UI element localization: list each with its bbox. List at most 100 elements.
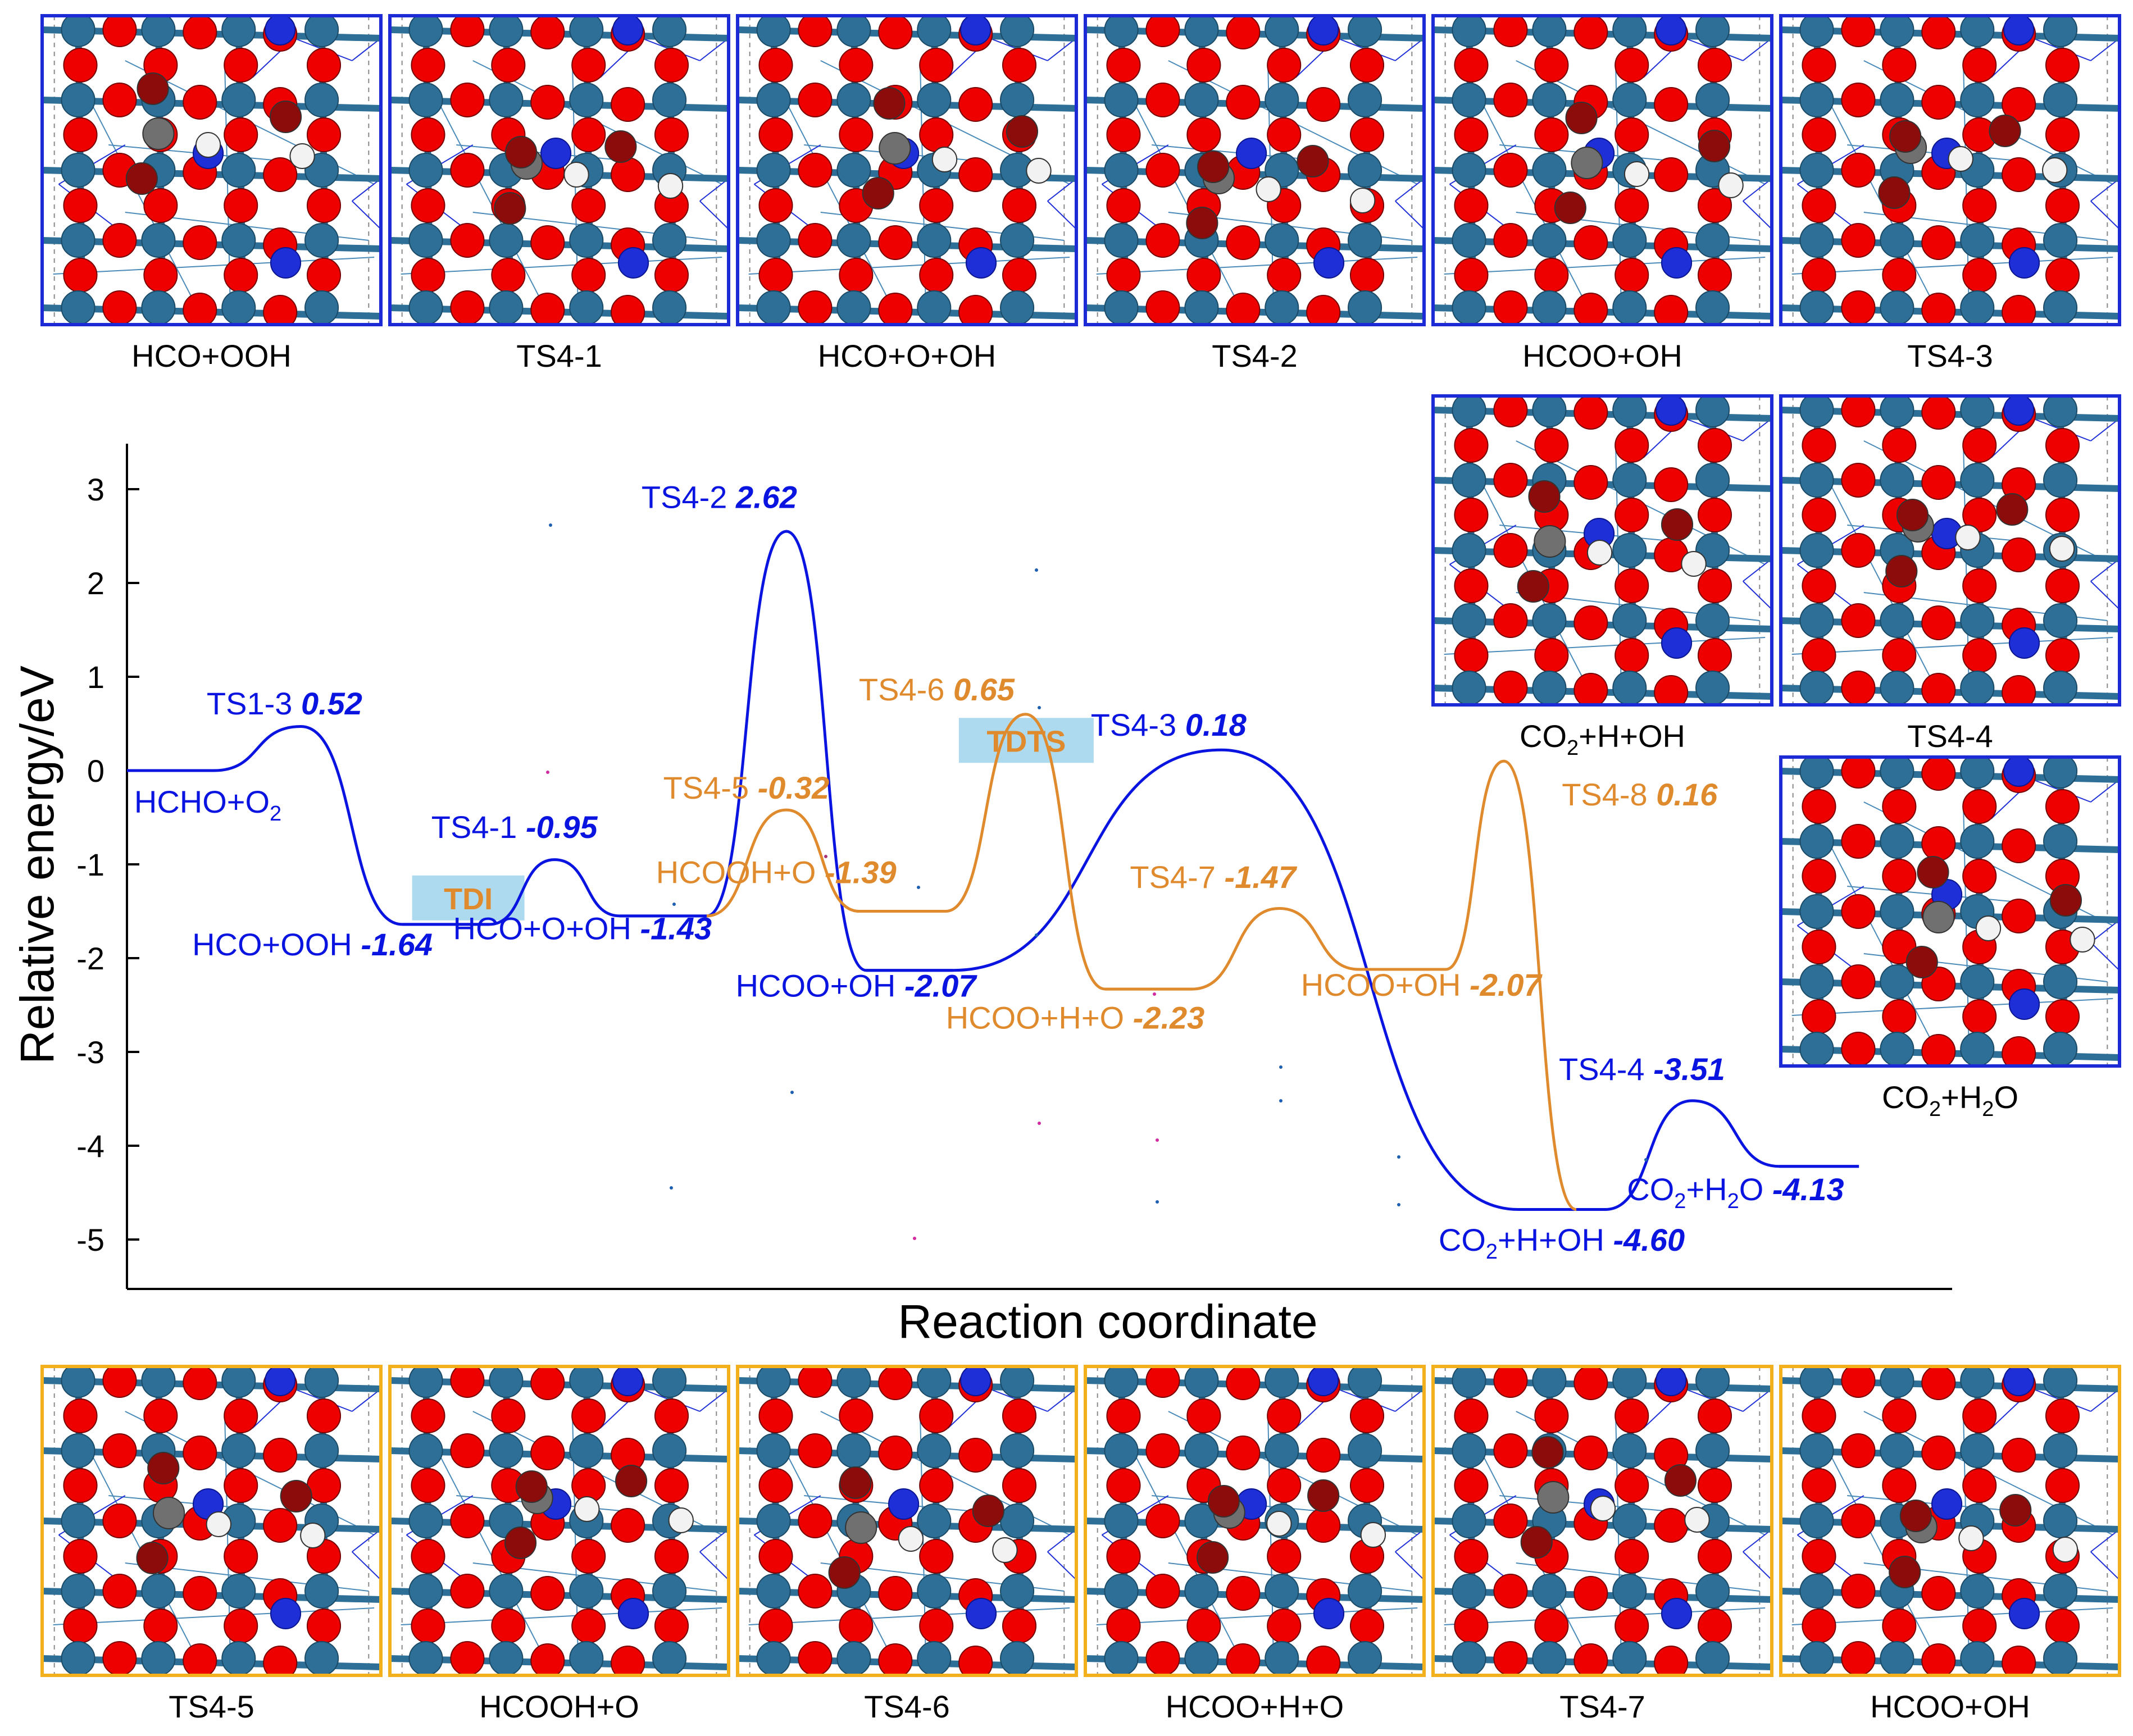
oxygen-atom (1186, 117, 1221, 152)
titanium-atom (569, 16, 604, 47)
structure-drawing (1781, 396, 2120, 705)
titanium-atom (489, 83, 524, 117)
structure-drawing (1781, 16, 2120, 325)
annotation-label: HCOO+OH -2.07 (736, 968, 978, 1003)
oxygen-atom (530, 1576, 565, 1611)
titanium-atom (1612, 1503, 1647, 1538)
hydrogen-atom (1718, 172, 1744, 198)
carbon-atom (1922, 901, 1955, 933)
titanium-atom (1960, 83, 1995, 117)
oxygen-atom (102, 1433, 137, 1468)
structure-drawing (390, 16, 729, 325)
oxygen-atom (919, 188, 954, 223)
titanium-atom (61, 1641, 95, 1675)
scatter-dots (546, 523, 1648, 1240)
titanium-atom (2043, 964, 2078, 999)
y-tick-label: 2 (87, 566, 104, 601)
titanium-atom (1695, 1366, 1730, 1398)
titanium-atom (1000, 1433, 1035, 1468)
oxygen-atom (1226, 225, 1261, 260)
adsorbed-oxygen-atom (269, 101, 302, 133)
oxygen-atom (1145, 1366, 1180, 1398)
oxygen-atom (1573, 293, 1608, 325)
titanium-atom (756, 1574, 791, 1609)
titanium-atom (1104, 290, 1139, 325)
oxygen-atom (1697, 1609, 1732, 1643)
oxygen-atom (102, 1366, 137, 1398)
lattice-line (776, 83, 893, 308)
titanium-atom (1452, 83, 1486, 117)
oxygen-atom (2002, 1438, 2036, 1473)
titanium-atom (408, 1574, 443, 1609)
annotation-label: TS4-2 2.62 (642, 479, 797, 514)
lattice-line (2090, 581, 2120, 610)
oxygen-atom (1841, 153, 1876, 188)
oxygen-atom (183, 225, 217, 260)
oxygen-atom (611, 295, 645, 325)
adsorbed-oxygen-atom (515, 1470, 548, 1503)
oxygen-atom (1454, 48, 1489, 83)
oxygen-atom (654, 258, 689, 293)
oxygen-atom (1841, 1641, 1876, 1675)
stray-dot (546, 771, 549, 774)
annotation-label: TS4-6 0.65 (859, 672, 1015, 707)
titanium-atom (1960, 603, 1995, 638)
titanium-atom (652, 223, 687, 258)
adsorbed-oxygen-atom (147, 1452, 180, 1484)
oxygen-atom (1921, 293, 1956, 325)
oxygen-atom (1882, 1468, 1917, 1503)
y-tick-label: -1 (76, 847, 104, 882)
oxygen-atom (1493, 1433, 1528, 1468)
oxygen-atom (1106, 188, 1141, 223)
titanium-atom (917, 1366, 952, 1398)
oxygen-atom (1614, 498, 1649, 532)
titanium-atom (1452, 533, 1486, 568)
adsorbed-oxygen-atom (1889, 120, 1922, 153)
titanium-atom (652, 1366, 687, 1398)
titanium-atom (489, 1366, 524, 1398)
stray-dot (790, 1091, 794, 1094)
oxygen-atom (183, 1576, 217, 1611)
oxygen-atom (919, 1609, 954, 1643)
stray-dot (824, 855, 827, 858)
oxygen-atom (798, 1503, 833, 1538)
oxygen-atom (530, 16, 565, 49)
oxygen-atom (491, 1398, 526, 1433)
oxygen-atom (1573, 1643, 1608, 1675)
titanium-atom (1880, 16, 1914, 47)
oxygen-atom (1106, 1398, 1141, 1433)
hydrogen-atom (206, 1511, 231, 1537)
oxygen-atom (798, 1641, 833, 1675)
titanium-atom (304, 223, 339, 258)
titanium-atom (2043, 757, 2078, 789)
titanium-atom (1104, 1366, 1139, 1398)
oxygen-atom (1493, 1641, 1528, 1675)
titanium-atom (61, 1574, 95, 1609)
nitrogen-atom (1661, 247, 1693, 279)
oxygen-atom (654, 48, 689, 83)
oxygen-atom (1226, 1436, 1261, 1470)
titanium-atom (1104, 153, 1139, 188)
titanium-atom (1612, 533, 1647, 568)
adsorbed-oxygen-atom (1917, 856, 1949, 888)
titanium-atom (1265, 83, 1299, 117)
structure-panel: TS4-1 (388, 14, 730, 373)
adsorbed-oxygen-atom (1531, 1436, 1564, 1469)
oxygen-atom (798, 1574, 833, 1609)
oxygen-atom (1493, 1366, 1528, 1398)
oxygen-atom (758, 48, 793, 83)
y-tick-label: -5 (76, 1222, 104, 1257)
lattice-line (1047, 201, 1076, 230)
stray-dot (672, 903, 676, 906)
oxygen-atom (1306, 1646, 1341, 1675)
nitrogen-atom (265, 16, 296, 45)
panel-label: TS4-3 (1907, 338, 1993, 373)
titanium-atom (1452, 603, 1486, 638)
oxygen-atom (1226, 293, 1261, 325)
oxygen-atom (411, 48, 445, 83)
hydrogen-atom (657, 173, 684, 199)
oxygen-atom (2045, 1398, 2080, 1433)
oxygen-atom (1493, 290, 1528, 325)
